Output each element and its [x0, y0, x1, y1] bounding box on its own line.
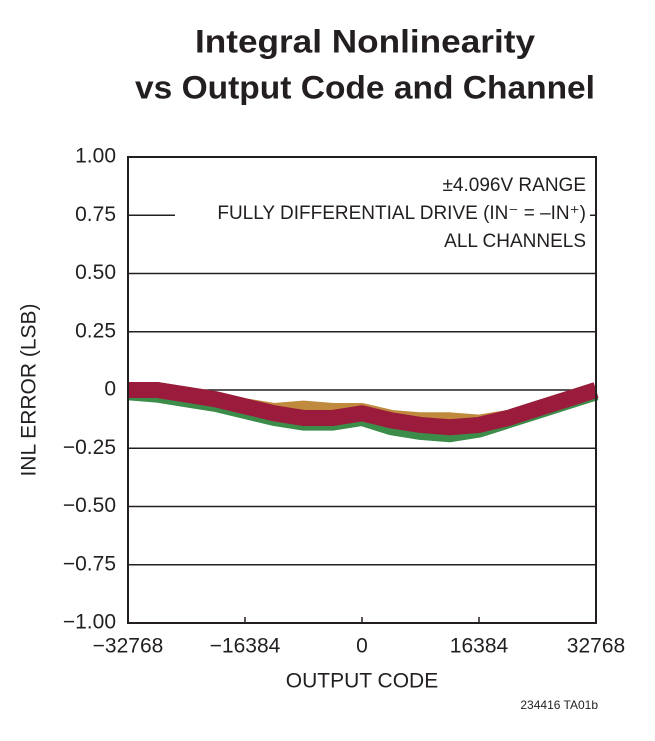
y-tick-label: 0.25: [75, 319, 116, 342]
y-tick-label: 0.75: [75, 203, 116, 226]
y-tick-label: −0.75: [63, 552, 116, 575]
y-tick-label: 1.00: [75, 145, 116, 168]
y-axis-label: INL ERROR (LSB): [18, 303, 41, 476]
chart-title: vs Output Code and Channel: [135, 69, 595, 105]
series-line: [128, 382, 599, 436]
x-tick-label: 16384: [450, 635, 509, 658]
x-tick-label: 0: [356, 635, 368, 658]
figure-code: 234416 TA01b: [520, 698, 598, 712]
y-tick-label: −1.00: [63, 611, 116, 634]
y-tick-label: 0.50: [75, 261, 116, 284]
y-tick-label: −0.50: [63, 494, 116, 517]
annotation: FULLY DIFFERENTIAL DRIVE (IN⁻ = –IN⁺): [217, 203, 586, 224]
annotation: ALL CHANNELS: [444, 231, 586, 252]
chart-title: Integral Nonlinearity: [195, 23, 535, 59]
annotation-background: [175, 172, 590, 258]
x-tick-label: 32768: [567, 635, 625, 658]
plot-frame: [127, 156, 597, 624]
x-tick-label: −16384: [210, 635, 281, 658]
y-tick-label: 0: [104, 378, 116, 401]
plot: [127, 382, 599, 443]
y-tick-label: −0.25: [63, 436, 116, 459]
annotation: ±4.096V RANGE: [443, 175, 587, 196]
annotations: ±4.096V RANGE FULLY DIFFERENTIAL DRIVE (I…: [217, 175, 586, 252]
x-tick-label: −32768: [93, 635, 164, 658]
x-axis-label: OUTPUT CODE: [286, 670, 438, 693]
